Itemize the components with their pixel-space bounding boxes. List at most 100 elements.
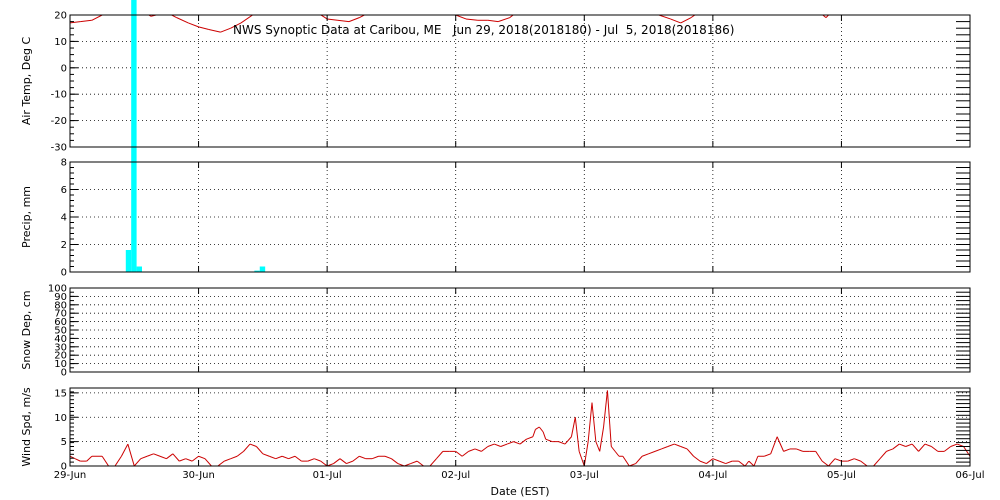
y-axis-label: Wind Spd, m/s (20, 387, 33, 467)
line-segment (262, 453, 270, 457)
y-tick-label: 0 (61, 63, 67, 74)
line-segment (648, 450, 656, 455)
line-segment (166, 453, 174, 460)
line-segment (892, 443, 900, 450)
y-tick-label: 4 (61, 213, 67, 224)
y-tick-label: 20 (54, 351, 67, 362)
line-segment (487, 443, 495, 447)
line-segment (783, 448, 791, 452)
line-segment (146, 453, 154, 457)
y-tick-label: 80 (54, 300, 67, 311)
y-tick-label: 0 (61, 268, 67, 279)
x-tick-label: 01-Jul (313, 470, 342, 481)
line-segment (295, 4, 317, 12)
line-segment (706, 458, 714, 464)
line-segment (370, 4, 392, 12)
line-segment (725, 460, 733, 465)
line-segment (879, 451, 887, 460)
line-segment (658, 15, 671, 20)
line-segment (70, 455, 76, 460)
line-segment (170, 15, 177, 19)
line-segment (172, 453, 180, 462)
line-segment (506, 441, 514, 445)
x-axis-label: Date (EST) (490, 485, 549, 498)
line-segment (938, 4, 970, 7)
line-segment (500, 443, 508, 447)
line-segment (80, 19, 92, 23)
series-group (70, 2, 970, 33)
line-segment (828, 458, 836, 466)
y-tick-label: 100 (48, 284, 67, 295)
precip-bar (125, 250, 132, 272)
line-segment (337, 19, 350, 23)
line-segment (436, 451, 444, 460)
line-segment (809, 4, 819, 12)
line-segment (905, 443, 913, 447)
line-segment (243, 443, 251, 452)
line-segment (552, 2, 584, 7)
line-segment (416, 460, 424, 466)
chart-title: NWS Synoptic Data at Caribou, ME Jun 29,… (233, 23, 734, 37)
line-segment (320, 460, 328, 466)
x-tick-label: 04-Jul (698, 470, 727, 481)
line-segment (538, 426, 544, 433)
line-segment (159, 455, 167, 460)
line-segment (860, 460, 868, 466)
line-segment (574, 417, 580, 452)
line-segment (487, 19, 499, 23)
line-segment (230, 455, 238, 460)
line-segment (583, 441, 589, 466)
y-tick-label: 5 (61, 437, 67, 448)
line-segment (599, 426, 605, 452)
line-segment (509, 15, 514, 19)
line-segment (654, 448, 662, 452)
line-segment (114, 455, 122, 466)
line-segment (188, 22, 199, 28)
line-segment (690, 15, 696, 19)
line-segment (519, 438, 527, 445)
line-segment (950, 443, 958, 447)
line-segment (899, 443, 906, 447)
line-segment (603, 390, 608, 428)
line-segment (204, 458, 212, 466)
line-segment (468, 448, 476, 452)
x-tick-label: 30-Jun (182, 470, 215, 481)
line-segment (674, 443, 681, 447)
line-segment (461, 450, 469, 457)
line-segment (657, 15, 659, 16)
line-segment (886, 448, 894, 452)
y-tick-label: -10 (51, 90, 67, 101)
line-segment (520, 2, 552, 10)
line-segment (532, 429, 536, 437)
line-segment (873, 458, 881, 466)
line-segment (825, 15, 830, 18)
line-segment (584, 4, 616, 7)
x-tick-label: 02-Jul (441, 470, 470, 481)
panel-frame (69, 387, 971, 467)
line-segment (796, 448, 804, 452)
x-tick-label: 05-Jul (827, 470, 856, 481)
line-segment (288, 455, 296, 460)
line-segment (91, 15, 103, 21)
line-segment (821, 460, 829, 466)
line-segment (558, 441, 566, 445)
y-tick-label: 2 (61, 240, 67, 251)
line-segment (346, 460, 354, 465)
y-tick-label: 8 (61, 158, 67, 169)
y-tick-label: -30 (51, 143, 67, 154)
line-segment (474, 448, 482, 452)
line-segment (693, 455, 701, 462)
line-segment (314, 458, 321, 462)
line-segment (112, 10, 124, 13)
line-segment (686, 448, 694, 457)
y-tick-label: 0 (61, 462, 67, 473)
line-segment (831, 7, 873, 12)
line-segment (70, 21, 81, 24)
line-segment (680, 17, 692, 24)
line-segment (924, 443, 932, 447)
line-segment (591, 402, 597, 442)
line-segment (273, 4, 295, 7)
line-segment (74, 458, 81, 462)
y-tick-label: 6 (61, 185, 67, 196)
